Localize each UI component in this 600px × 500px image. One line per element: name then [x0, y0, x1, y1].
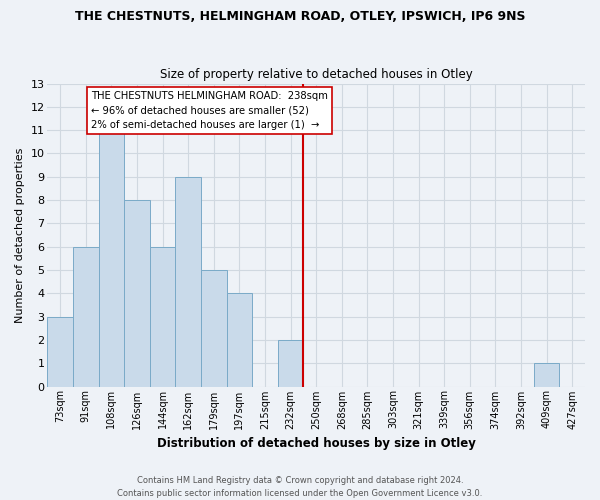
Bar — [98, 130, 124, 386]
Bar — [534, 363, 559, 386]
Bar — [47, 316, 73, 386]
Text: THE CHESTNUTS HELMINGHAM ROAD:  238sqm
← 96% of detached houses are smaller (52): THE CHESTNUTS HELMINGHAM ROAD: 238sqm ← … — [91, 90, 328, 130]
Text: Contains HM Land Registry data © Crown copyright and database right 2024.
Contai: Contains HM Land Registry data © Crown c… — [118, 476, 482, 498]
Title: Size of property relative to detached houses in Otley: Size of property relative to detached ho… — [160, 68, 473, 81]
Bar — [124, 200, 150, 386]
Bar — [227, 294, 252, 386]
Bar — [201, 270, 227, 386]
Text: THE CHESTNUTS, HELMINGHAM ROAD, OTLEY, IPSWICH, IP6 9NS: THE CHESTNUTS, HELMINGHAM ROAD, OTLEY, I… — [75, 10, 525, 23]
Bar — [175, 177, 201, 386]
Bar — [73, 246, 98, 386]
X-axis label: Distribution of detached houses by size in Otley: Distribution of detached houses by size … — [157, 437, 476, 450]
Bar — [150, 246, 175, 386]
Bar — [278, 340, 304, 386]
Y-axis label: Number of detached properties: Number of detached properties — [15, 148, 25, 322]
